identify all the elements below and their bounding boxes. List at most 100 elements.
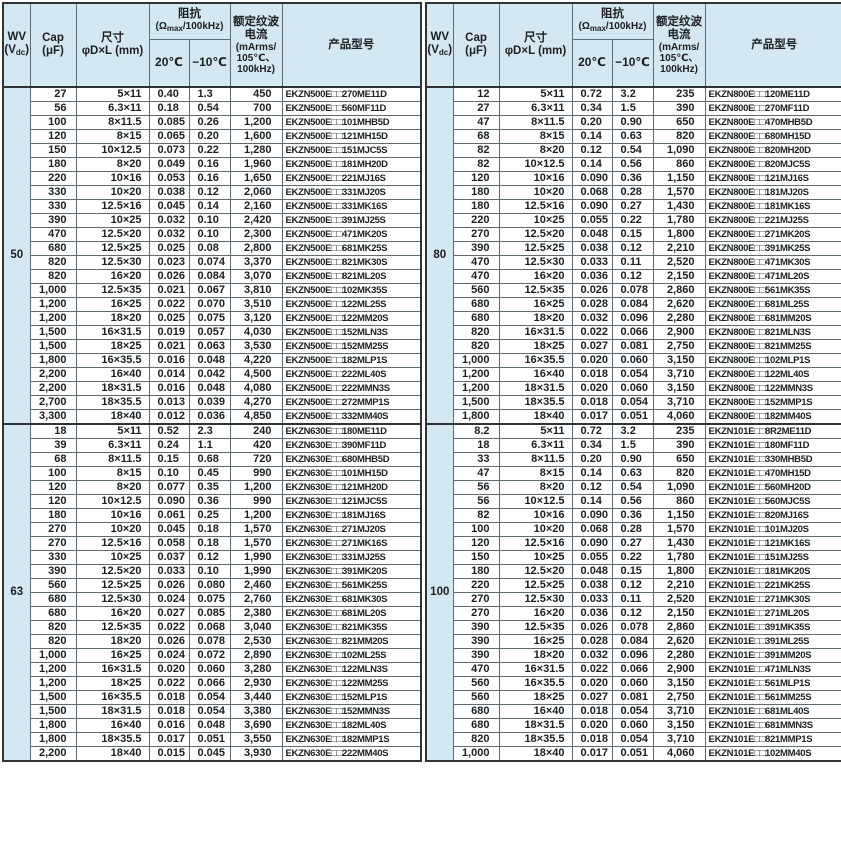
cell-impedance-20c: 0.14	[571, 494, 613, 509]
cell-size: 16×20	[498, 269, 573, 284]
cell-part-number: EKZN500E□□681MK25S	[281, 241, 422, 256]
cell-impedance-20c: 0.40	[148, 86, 190, 102]
cell-ripple-current: 450	[229, 86, 283, 102]
cell-size: 10×20	[75, 522, 150, 537]
cell-part-number: EKZN101E□□681ML40S	[704, 704, 841, 719]
cell-part-number: EKZN630E□□182MMP1S	[281, 732, 422, 747]
cell-size: 6.3×11	[75, 438, 150, 453]
cell-cap: 18	[29, 423, 77, 439]
cell-part-number: EKZN500E□□222MMN3S	[281, 381, 422, 396]
cell-part-number: EKZN630E□□271MJ20S	[281, 522, 422, 537]
cell-impedance-minus10c: 0.066	[611, 325, 654, 340]
table-row: 180 12.5×16 0.090 0.27 1,430 EKZN800E□□181MK1…	[426, 199, 841, 214]
cell-part-number: EKZN630E□□181MJ16S	[281, 508, 422, 523]
cell-part-number: EKZN630E□□821MK35S	[281, 620, 422, 635]
cell-part-number: EKZN800E□□820MH20D	[704, 143, 841, 158]
table-row: 2,700 18×35.5 0.013 0.039 4,270 EKZN500E□□272…	[3, 395, 422, 410]
cell-cap: 1,800	[452, 409, 500, 425]
cell-size: 16×20	[498, 606, 573, 621]
cell-part-number: EKZN800E□□181MK16S	[704, 199, 841, 214]
cell-cap: 680	[29, 592, 77, 607]
cell-size: 18×25	[498, 339, 573, 354]
cell-size: 18×31.5	[498, 381, 573, 396]
cell-size: 18×35.5	[498, 732, 573, 747]
cell-size: 18×31.5	[498, 718, 573, 733]
cell-size: 12.5×25	[498, 578, 573, 593]
cell-part-number: EKZN500E□□391MJ25S	[281, 213, 422, 228]
table-row: 390 16×25 0.028 0.084 2,620 EKZN101E□□391ML25…	[426, 634, 841, 649]
cell-impedance-minus10c: 0.048	[188, 353, 231, 368]
table-row: 27 6.3×11 0.34 1.5 390 EKZN800E□□270MF11D	[426, 101, 841, 116]
cell-part-number: EKZN800E□□681MM20S	[704, 311, 841, 326]
cell-impedance-minus10c: 0.36	[611, 171, 654, 186]
cell-impedance-20c: 0.085	[148, 115, 190, 130]
cell-cap: 220	[29, 171, 77, 186]
cell-ripple-current: 2,900	[652, 662, 706, 677]
table-row: 47 8×15 0.14 0.63 820 EKZN101E□□470MH15D	[426, 466, 841, 481]
cell-impedance-20c: 0.055	[571, 213, 613, 228]
cell-ripple-current: 2,620	[652, 634, 706, 649]
cell-impedance-20c: 0.053	[148, 171, 190, 186]
cell-size: 16×35.5	[75, 690, 150, 705]
cell-cap: 8.2	[452, 423, 500, 439]
cell-part-number: EKZN500E□□102MK35S	[281, 283, 422, 298]
cell-impedance-minus10c: 0.27	[611, 536, 654, 551]
cell-impedance-20c: 0.038	[148, 185, 190, 200]
cell-ripple-current: 2,460	[229, 578, 283, 593]
cell-impedance-minus10c: 0.078	[188, 634, 231, 649]
cell-cap: 56	[29, 101, 77, 116]
wv-voltage-cell: 50	[2, 86, 31, 425]
cell-impedance-minus10c: 0.12	[188, 185, 231, 200]
cell-impedance-minus10c: 0.45	[188, 466, 231, 481]
cell-size: 12.5×16	[498, 536, 573, 551]
cell-cap: 390	[452, 634, 500, 649]
cell-ripple-current: 2,900	[652, 325, 706, 340]
cell-ripple-current: 420	[229, 438, 283, 453]
table-row: 680 12.5×25 0.025 0.08 2,800 EKZN500E□□681MK2…	[3, 241, 422, 256]
cell-ripple-current: 2,930	[229, 676, 283, 691]
cell-ripple-current: 3,070	[229, 269, 283, 284]
cell-part-number: EKZN800E□□471MK30S	[704, 255, 841, 270]
cell-impedance-20c: 0.049	[148, 157, 190, 172]
cell-size: 18×20	[75, 634, 150, 649]
cell-ripple-current: 4,060	[652, 746, 706, 762]
col-header-impedance: 阻抗 (Ωmax/100kHz)	[571, 2, 654, 40]
cell-size: 8×15	[75, 129, 150, 144]
cell-impedance-minus10c: 0.081	[611, 690, 654, 705]
cell-part-number: EKZN500E□□221MJ16S	[281, 171, 422, 186]
cell-ripple-current: 4,080	[229, 381, 283, 396]
table-row: 68 8×11.5 0.15 0.68 720 EKZN630E□□680MHB5D	[3, 452, 422, 467]
cell-impedance-20c: 0.016	[148, 353, 190, 368]
cell-cap: 680	[29, 606, 77, 621]
cell-ripple-current: 3,150	[652, 718, 706, 733]
cell-cap: 1,800	[29, 718, 77, 733]
cell-size: 12.5×35	[498, 620, 573, 635]
table-row: 150 10×12.5 0.073 0.22 1,280 EKZN500E□□151MJC…	[3, 143, 422, 158]
cell-impedance-20c: 0.028	[571, 297, 613, 312]
cell-part-number: EKZN500E□□560MF11D	[281, 101, 422, 116]
cell-cap: 1,200	[29, 676, 77, 691]
cell-impedance-20c: 0.016	[148, 381, 190, 396]
cell-size: 6.3×11	[498, 101, 573, 116]
cell-cap: 1,000	[452, 746, 500, 762]
cell-impedance-minus10c: 0.070	[188, 297, 231, 312]
cell-part-number: EKZN101E□□8R2ME11D	[704, 423, 841, 439]
cell-impedance-minus10c: 0.15	[611, 227, 654, 242]
cell-impedance-20c: 0.037	[148, 550, 190, 565]
cell-ripple-current: 3,280	[229, 662, 283, 677]
cell-impedance-20c: 0.012	[148, 409, 190, 425]
cell-size: 12.5×30	[498, 255, 573, 270]
cell-cap: 270	[29, 522, 77, 537]
col-header-20c: 20℃	[148, 38, 190, 88]
cell-impedance-20c: 0.022	[148, 297, 190, 312]
col-header-impedance: 阻抗 (Ωmax/100kHz)	[148, 2, 231, 40]
cell-part-number: EKZN101E□□561MM25S	[704, 690, 841, 705]
cell-impedance-20c: 0.027	[571, 690, 613, 705]
cell-size: 16×31.5	[498, 662, 573, 677]
cell-part-number: EKZN800E□□221MJ25S	[704, 213, 841, 228]
cell-ripple-current: 860	[652, 494, 706, 509]
cell-size: 16×31.5	[75, 325, 150, 340]
cell-impedance-20c: 0.032	[571, 648, 613, 663]
cell-part-number: EKZN101E□□560MH20D	[704, 480, 841, 495]
cell-impedance-minus10c: 0.16	[188, 171, 231, 186]
